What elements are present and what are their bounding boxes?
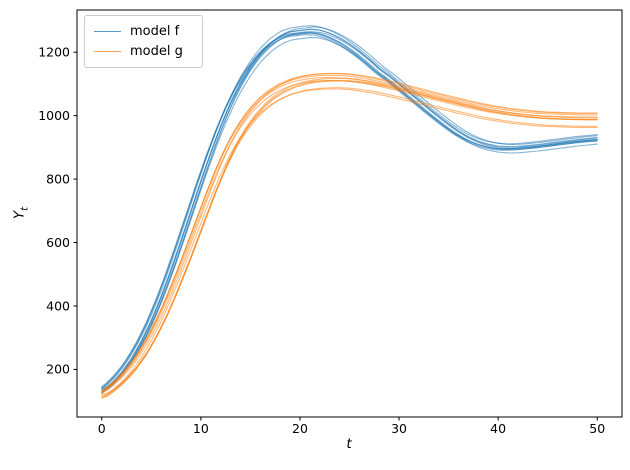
x-tick-label: 50 (589, 421, 605, 436)
legend-entry-model-g: model g (94, 41, 193, 61)
series-line-model-f (101, 28, 598, 393)
y-axis-label: Yt (12, 207, 31, 219)
x-tick-label: 20 (292, 421, 308, 436)
series-line-model-f (101, 34, 598, 389)
series-line-model-f (101, 32, 598, 388)
y-tick-label: 600 (46, 235, 70, 250)
series-line-model-f (101, 37, 598, 394)
series-line-model-g (101, 80, 598, 395)
series-line-model-f (101, 31, 598, 390)
series-line-model-g (101, 80, 598, 394)
x-tick-label: 10 (193, 421, 209, 436)
axes-spines (76, 9, 623, 418)
x-axis-label: t (346, 436, 352, 452)
series-line-model-g (101, 72, 598, 394)
series-line-model-g (101, 77, 598, 397)
legend: model f model g (84, 15, 203, 68)
legend-line-sample-f (94, 30, 121, 32)
series-line-model-g (101, 79, 598, 396)
y-axis-label-sub: t (19, 206, 31, 211)
series-line-model-f (101, 25, 598, 390)
series-line-model-g (101, 77, 598, 394)
x-tick-label: 30 (391, 421, 407, 436)
y-axis-label-main: Y (11, 210, 28, 220)
y-tick-label: 1200 (38, 44, 70, 59)
y-tick-label: 400 (46, 298, 70, 313)
series-line-model-f (101, 28, 598, 392)
y-tick-label: 200 (46, 362, 70, 377)
series-line-model-f (101, 32, 598, 393)
y-tick-label: 800 (46, 171, 70, 186)
series-line-model-f (101, 31, 598, 393)
y-tick-label: 1000 (38, 108, 70, 123)
x-tick-label: 40 (490, 421, 506, 436)
x-tick-label: 0 (98, 421, 106, 436)
series-line-model-g (101, 88, 598, 399)
series-line-model-g (101, 73, 598, 392)
legend-label-model-g: model g (130, 43, 183, 59)
series-line-model-g (101, 87, 598, 399)
legend-entry-model-f: model f (94, 21, 193, 41)
legend-label-model-f: model f (130, 23, 180, 39)
legend-line-sample-g (94, 50, 121, 52)
